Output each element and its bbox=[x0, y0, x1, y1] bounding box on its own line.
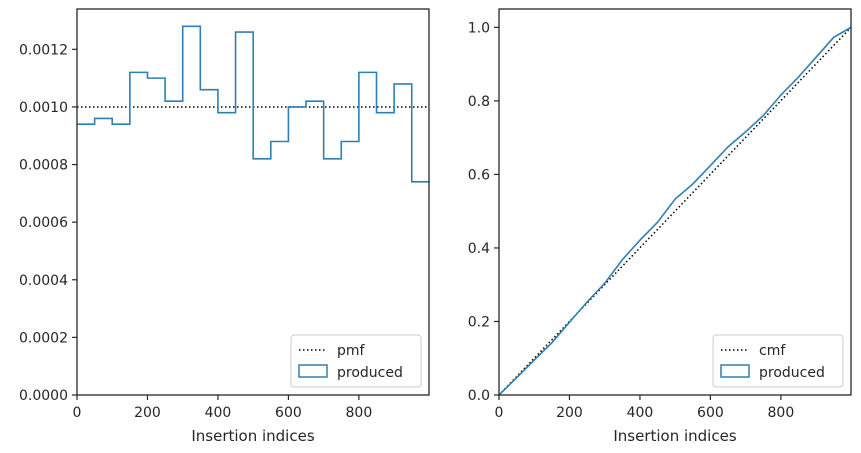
x-tick-label: 200 bbox=[556, 405, 583, 421]
legend: pmf produced bbox=[290, 334, 422, 388]
plot-frame bbox=[498, 8, 852, 396]
x-tick-label: 600 bbox=[697, 405, 724, 421]
legend-box bbox=[290, 334, 422, 388]
x-axis-label: Insertion indices bbox=[191, 427, 314, 445]
plot-frame bbox=[76, 8, 430, 396]
x-tick-label: 0 bbox=[73, 405, 82, 421]
legend-box bbox=[712, 334, 844, 388]
y-tick-label: 0.0 bbox=[468, 388, 490, 404]
y-tick-label: 0.8 bbox=[468, 94, 490, 110]
y-tick-label: 0.2 bbox=[468, 314, 490, 330]
x-tick-label: 800 bbox=[768, 405, 795, 421]
legend-label-cmf: cmf bbox=[759, 343, 786, 359]
y-tick-label: 0.0008 bbox=[19, 158, 68, 174]
y-tick-label: 0.0000 bbox=[19, 388, 68, 404]
y-tick-label: 0.0006 bbox=[19, 215, 68, 231]
y-tick-label: 0.0002 bbox=[19, 330, 68, 346]
reference-line-cmf bbox=[498, 26, 852, 396]
legend-label-produced: produced bbox=[337, 365, 403, 381]
y-tick-label: 1.0 bbox=[468, 20, 490, 36]
legend-label-produced: produced bbox=[759, 365, 825, 381]
x-tick-label: 0 bbox=[495, 405, 504, 421]
y-tick-label: 0.4 bbox=[468, 241, 490, 257]
x-tick-label: 200 bbox=[134, 405, 161, 421]
y-tick-label: 0.0012 bbox=[19, 42, 68, 58]
y-tick-label: 0.0010 bbox=[19, 100, 68, 116]
legend-label-pmf: pmf bbox=[337, 343, 366, 359]
y-tick-label: 0.6 bbox=[468, 167, 490, 183]
x-tick-label: 400 bbox=[205, 405, 232, 421]
x-axis-label: Insertion indices bbox=[613, 427, 736, 445]
chart-panel-1: 0 200 400 600 800 0.0000 0.0002 0.0004 0.0006 0.0… bbox=[19, 8, 430, 445]
x-tick-label: 400 bbox=[627, 405, 654, 421]
legend: cmf produced bbox=[712, 334, 844, 388]
y-tick-label: 0.0004 bbox=[19, 273, 68, 289]
series-line-produced bbox=[498, 26, 852, 396]
legend-swatch-produced bbox=[720, 364, 750, 378]
x-tick-label: 600 bbox=[275, 405, 302, 421]
series-line-produced bbox=[77, 25, 429, 183]
legend-swatch-produced bbox=[298, 364, 328, 378]
x-tick-label: 800 bbox=[346, 405, 373, 421]
chart-panel-2: 0 200 400 600 800 0.0 0.2 0.4 0.6 0.8 1.0 Insertion… bbox=[468, 8, 852, 445]
